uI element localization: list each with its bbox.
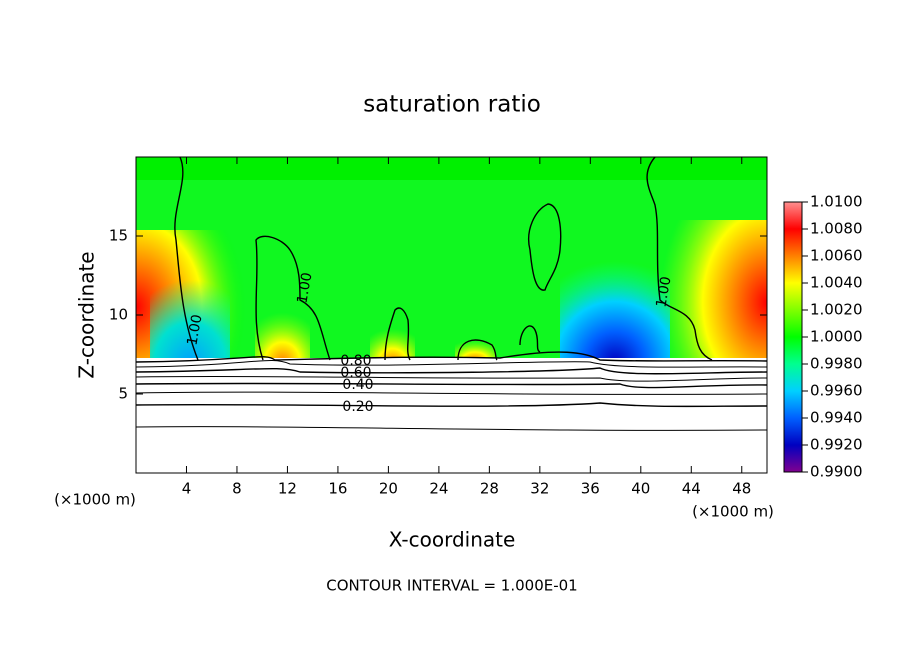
x-tick-label: 16 — [328, 480, 347, 498]
colorbar — [783, 201, 803, 473]
x-tick-label: 48 — [732, 480, 751, 498]
x-tick-label: 20 — [379, 480, 398, 498]
x-tick-label: 8 — [232, 480, 242, 498]
footer: CONTOUR INTERVAL = 1.000E-01 — [326, 577, 577, 595]
contour-lines-low — [136, 351, 767, 431]
y-tick-label: 5 — [118, 385, 128, 403]
x-tick-label: 12 — [278, 480, 297, 498]
contour-label: 1.00 — [184, 313, 205, 346]
y-tick-label: 15 — [109, 227, 128, 245]
colorbar-tick-label: 0.9920 — [810, 436, 863, 454]
colorbar-tick-label: 1.0080 — [810, 220, 863, 238]
x-tick-label: 32 — [530, 480, 549, 498]
contour-label: 1.00 — [294, 271, 315, 304]
x-tick-label: 36 — [581, 480, 600, 498]
x-tick-label: 40 — [631, 480, 650, 498]
contour-label: 0.80 — [340, 353, 371, 369]
contour-label: 1.00 — [653, 275, 674, 308]
chart-title: saturation ratio — [363, 92, 541, 118]
contour-lines — [174, 157, 713, 361]
x-tick-label: 28 — [480, 480, 499, 498]
colorbar-tick-label: 0.9900 — [810, 463, 863, 481]
y-axis-label: Z-coordinate — [75, 251, 99, 378]
contour-label: 0.20 — [342, 399, 373, 415]
colorbar-tick-label: 1.0040 — [810, 274, 863, 292]
contour-label: 0.60 — [340, 365, 371, 381]
colorbar-tick-label: 0.9980 — [810, 355, 863, 373]
x-axis-label: X-coordinate — [389, 528, 516, 552]
colorbar-tick-label: 0.9960 — [810, 382, 863, 400]
colorbar-tick-label: 1.0000 — [810, 328, 863, 346]
y-tick-label: 10 — [109, 306, 128, 324]
x-tick-label: 44 — [682, 480, 701, 498]
field — [136, 157, 767, 473]
x-tick-label: 4 — [182, 480, 192, 498]
contour-label: 0.40 — [342, 377, 373, 393]
x-tick-label: 24 — [429, 480, 448, 498]
x-unit: (×1000 m) — [692, 503, 774, 521]
colorbar-tick-label: 0.9940 — [810, 409, 863, 427]
colorbar-tick-label: 1.0060 — [810, 247, 863, 265]
colorbar-tick-label: 1.0100 — [810, 193, 863, 211]
y-unit: (×1000 m) — [54, 491, 136, 509]
colorbar-tick-label: 1.0020 — [810, 301, 863, 319]
